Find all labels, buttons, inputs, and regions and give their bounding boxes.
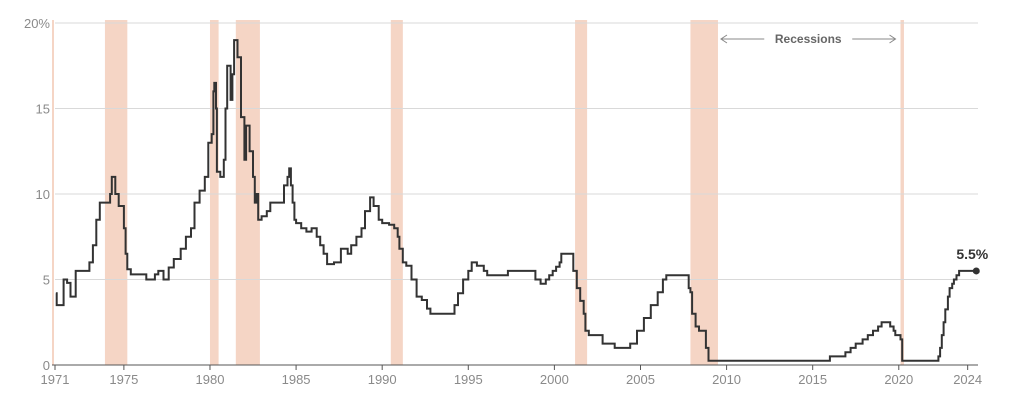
grid-lines xyxy=(55,22,978,280)
recessions-label: Recessions xyxy=(775,32,842,46)
rate-series-line xyxy=(55,39,977,362)
x-tick-label-2005: 2005 xyxy=(626,372,655,387)
arrow-right-head-icon xyxy=(889,34,897,44)
x-tick-label-2010: 2010 xyxy=(712,372,741,387)
recession-band-0 xyxy=(52,20,54,365)
annotations: Recessions 5.5% xyxy=(720,32,989,275)
x-tick-label-1980: 1980 xyxy=(196,372,225,387)
recession-band-4 xyxy=(390,20,403,365)
y-tick-label-5: 5 xyxy=(43,273,50,288)
recession-band-5 xyxy=(575,20,588,365)
recession-band-2 xyxy=(209,20,219,365)
x-tick-label-2020: 2020 xyxy=(884,372,913,387)
y-tick-label-0: 0 xyxy=(43,358,50,373)
y-tick-label-10: 10 xyxy=(36,187,50,202)
x-tick-label-2000: 2000 xyxy=(540,372,569,387)
end-point-marker xyxy=(972,267,980,275)
arrow-left-head-icon xyxy=(720,34,728,44)
end-value-label: 5.5% xyxy=(956,246,988,262)
recession-band-7 xyxy=(900,20,904,365)
x-tick-label-2024: 2024 xyxy=(953,372,982,387)
x-tick-label-1990: 1990 xyxy=(368,372,397,387)
recession-bands xyxy=(52,20,904,365)
rate-series xyxy=(55,39,977,362)
x-tick-label-1971: 1971 xyxy=(41,372,70,387)
x-tick-label-1995: 1995 xyxy=(454,372,483,387)
y-tick-label-15: 15 xyxy=(36,102,50,117)
recession-band-3 xyxy=(235,20,260,365)
x-axis: 1971 1975 1980 1985 1990 1995 2000 2005 2010 2015… xyxy=(41,364,982,387)
y-tick-label-20: 20% xyxy=(24,16,50,31)
recession-band-6 xyxy=(690,20,718,365)
x-tick-label-1985: 1985 xyxy=(282,372,311,387)
y-axis-ticks: 0 5 10 15 20% xyxy=(24,16,50,373)
x-tick-label-1975: 1975 xyxy=(109,372,138,387)
x-tick-label-2015: 2015 xyxy=(798,372,827,387)
